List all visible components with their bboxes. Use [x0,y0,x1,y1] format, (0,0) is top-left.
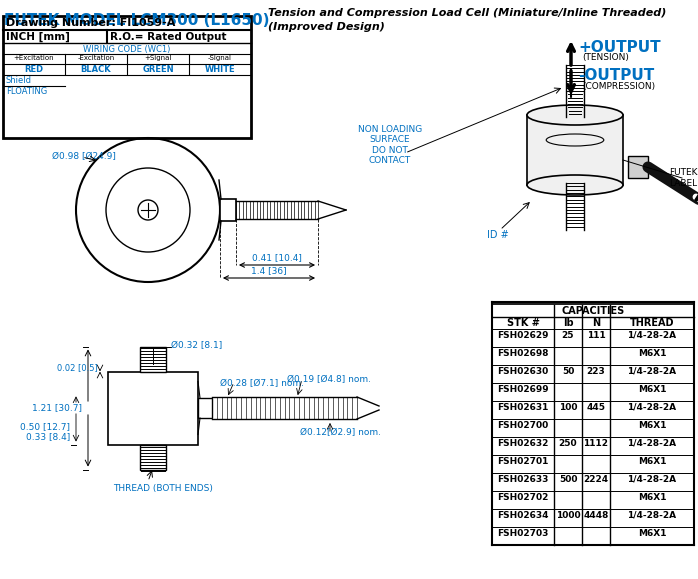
Text: INCH [mm]: INCH [mm] [6,32,70,42]
Text: 1.21 [30.7]: 1.21 [30.7] [32,404,82,412]
Text: FUTEK MODEL LCM300 (L1650): FUTEK MODEL LCM300 (L1650) [4,13,269,28]
Text: 1/4-28-2A: 1/4-28-2A [628,331,676,340]
Text: FSH02702: FSH02702 [497,493,549,502]
Text: M6X1: M6X1 [638,385,667,394]
Text: (Improved Design): (Improved Design) [268,22,385,32]
Text: 0.41 [10.4]: 0.41 [10.4] [252,253,302,262]
Text: 111: 111 [586,331,605,340]
Text: Drawing Number: FI1059-A: Drawing Number: FI1059-A [6,18,175,28]
Text: 1/4-28-2A: 1/4-28-2A [628,511,676,520]
Text: WIRING CODE (WC1): WIRING CODE (WC1) [83,45,171,54]
Text: ID #: ID # [487,230,509,240]
Text: BLACK: BLACK [81,65,111,74]
Text: lb: lb [563,318,573,328]
Bar [3,16,251,138]
Text: M6X1: M6X1 [638,421,667,430]
Text: THREAD: THREAD [630,318,674,328]
Text: 223: 223 [586,367,605,376]
Text: 1/4-28-2A: 1/4-28-2A [628,403,676,412]
Text: FSH02629: FSH02629 [497,331,549,340]
Bar [140,445,166,470]
Text: FSH02701: FSH02701 [497,457,549,466]
Text: FSH02703: FSH02703 [497,529,549,538]
Text: THREAD (BOTH ENDS): THREAD (BOTH ENDS) [113,483,213,493]
Text: +Excitation: +Excitation [14,55,54,61]
Text: FSH02630: FSH02630 [498,367,549,376]
Text: 25: 25 [562,331,574,340]
Text: FSH02634: FSH02634 [497,511,549,520]
Text: RED: RED [24,65,43,74]
Text: Ø0.98 [Ø24.9]: Ø0.98 [Ø24.9] [52,152,116,161]
Text: 4448: 4448 [584,511,609,520]
Text: M6X1: M6X1 [638,457,667,466]
Text: Shield: Shield [6,76,32,85]
Text: 1/4-28-2A: 1/4-28-2A [628,475,676,484]
Text: +Signal: +Signal [144,55,172,61]
Bar [628,156,648,178]
Text: Ø0.12[Ø2.9] nom.: Ø0.12[Ø2.9] nom. [300,428,381,437]
Text: FLOATING: FLOATING [6,87,47,96]
Bar [198,398,212,418]
Text: FSH02632: FSH02632 [497,439,549,448]
Text: FSH02633: FSH02633 [497,475,549,484]
Text: FSH02698: FSH02698 [497,349,549,358]
Text: FSH02700: FSH02700 [498,421,549,430]
Text: -Signal: -Signal [208,55,232,61]
Ellipse shape [527,175,623,195]
Text: M6X1: M6X1 [638,349,667,358]
Text: NON LOADING
SURFACE
DO NOT
CONTACT: NON LOADING SURFACE DO NOT CONTACT [358,125,422,165]
Text: STK #: STK # [507,318,540,328]
Text: Tension and Compression Load Cell (Miniature/Inline Threaded): Tension and Compression Load Cell (Minia… [268,8,667,18]
Text: -OUTPUT: -OUTPUT [578,68,654,83]
Ellipse shape [527,105,623,125]
Text: 0.02 [0.5]: 0.02 [0.5] [57,363,98,372]
Bar [527,115,623,185]
Text: FUTEK
LABEL: FUTEK LABEL [669,168,698,188]
Text: 500: 500 [559,475,577,484]
Text: M6X1: M6X1 [638,529,667,538]
Bar [220,199,236,221]
Text: 0.50 [12.7]: 0.50 [12.7] [20,422,70,431]
Bar [108,372,198,445]
Text: Ø0.19 [Ø4.8] nom.: Ø0.19 [Ø4.8] nom. [287,375,371,384]
Text: 2224: 2224 [584,475,609,484]
Text: 1000: 1000 [556,511,580,520]
Text: 1/4-28-2A: 1/4-28-2A [628,439,676,448]
Text: 250: 250 [558,439,577,448]
Text: Ø0.32 [8.1]: Ø0.32 [8.1] [171,342,222,350]
Text: 1/4-28-2A: 1/4-28-2A [628,367,676,376]
Text: R.O.= Rated Output: R.O.= Rated Output [110,32,227,42]
Text: -Excitation: -Excitation [77,55,114,61]
Text: 1112: 1112 [584,439,609,448]
Text: 100: 100 [559,403,577,412]
Text: +OUTPUT: +OUTPUT [578,40,660,55]
Text: 1.4 [36]: 1.4 [36] [251,266,287,275]
Bar [140,346,166,372]
Text: M6X1: M6X1 [638,493,667,502]
Text: Ø0.28 [Ø7.1] nom.: Ø0.28 [Ø7.1] nom. [220,379,304,388]
Text: 0.33 [8.4]: 0.33 [8.4] [26,432,70,441]
Text: GREEN: GREEN [142,65,174,74]
Text: (TENSION): (TENSION) [582,53,629,62]
Bar [492,302,694,305]
Text: 445: 445 [586,403,605,412]
Text: 50: 50 [562,367,574,376]
Text: (COMPRESSION): (COMPRESSION) [582,82,655,91]
Text: WHITE: WHITE [205,65,235,74]
Text: N: N [592,318,600,328]
Text: CAPACITIES: CAPACITIES [561,306,625,316]
Text: FSH02631: FSH02631 [497,403,549,412]
Text: FSH02699: FSH02699 [497,385,549,394]
